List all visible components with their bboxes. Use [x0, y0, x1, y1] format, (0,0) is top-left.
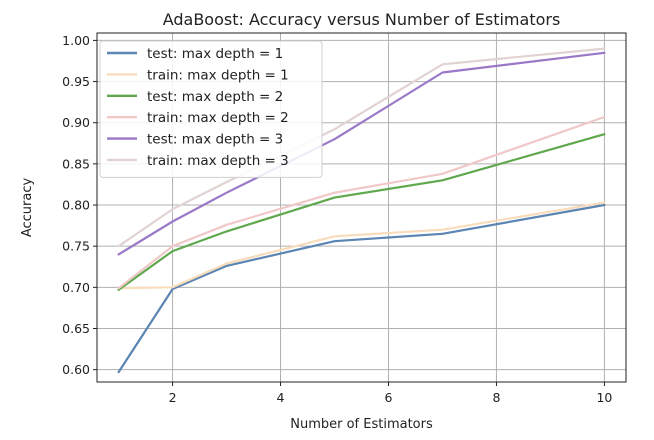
y-tick-label: 0.60 [62, 362, 90, 377]
legend-label-5: test: max depth = 3 [147, 132, 283, 148]
y-tick-label: 0.70 [62, 280, 90, 295]
legend-label-4: train: max depth = 2 [147, 110, 289, 126]
y-axis-ticks: 0.60 0.65 0.70 0.75 0.80 0.85 0.90 0.95 1.00 [62, 33, 97, 377]
y-tick-label: 0.75 [62, 239, 90, 254]
y-tick-label: 0.80 [62, 198, 90, 213]
y-axis-title: Accuracy [20, 178, 35, 238]
x-tick-label: 4 [277, 390, 285, 405]
y-tick-label: 1.00 [62, 33, 90, 48]
x-axis-title: Number of Estimators [290, 417, 433, 432]
x-tick-label: 8 [492, 390, 500, 405]
x-tick-label: 2 [169, 390, 177, 405]
legend-label-3: test: max depth = 2 [147, 89, 283, 105]
chart-title: AdaBoost: Accuracy versus Number of Esti… [163, 10, 561, 29]
legend-label-2: train: max depth = 1 [147, 67, 289, 83]
legend-label-6: train: max depth = 3 [147, 153, 289, 169]
series-line-4 [117, 115, 606, 290]
x-tick-label: 6 [385, 390, 393, 405]
series-line-2 [117, 201, 606, 290]
y-tick-label: 0.65 [62, 321, 90, 336]
series-line-1 [117, 203, 606, 374]
legend-label-1: test: max depth = 1 [147, 46, 283, 62]
legend: test: max depth = 1 train: max depth = 1 t… [99, 40, 323, 178]
y-tick-label: 0.90 [62, 115, 90, 130]
legend-box [99, 40, 323, 178]
plot-frame [96, 32, 627, 383]
y-tick-label: 0.95 [62, 74, 90, 89]
y-tick-label: 0.85 [62, 156, 90, 171]
x-tick-label: 10 [596, 390, 612, 405]
series-line-3 [117, 133, 606, 291]
x-axis-ticks: 2 4 6 8 10 [169, 382, 612, 405]
